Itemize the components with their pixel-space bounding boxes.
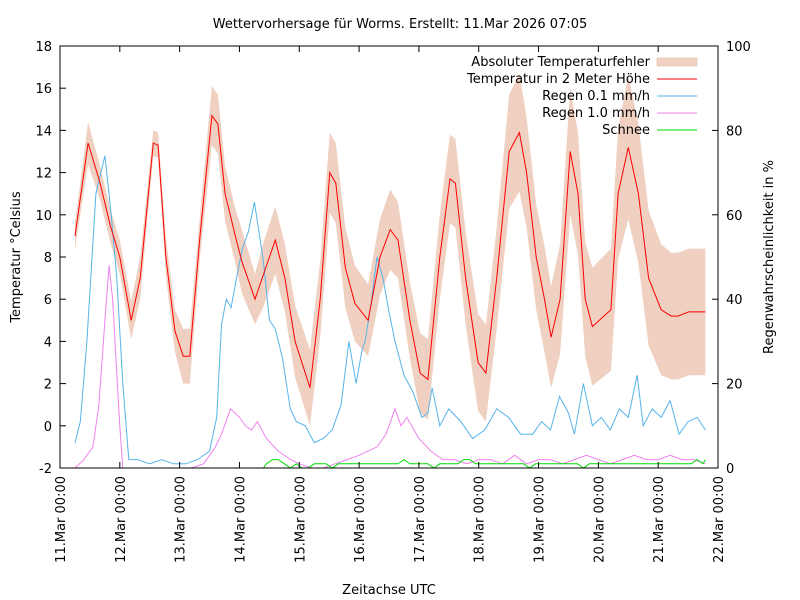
x-tick-label: 17.Mar 00:00 bbox=[413, 476, 428, 563]
y-tick-label: 18 bbox=[35, 40, 52, 55]
legend-swatch-band bbox=[656, 57, 698, 67]
x-tick-label: 18.Mar 00:00 bbox=[473, 476, 488, 563]
x-tick-label: 13.Mar 00:00 bbox=[174, 476, 189, 563]
snow-line bbox=[262, 458, 706, 469]
x-tick-label: 19.Mar 00:00 bbox=[533, 476, 548, 563]
x-axis: 11.Mar 00:00 12.Mar 00:00 13.Mar 00:00 14.M… bbox=[54, 46, 727, 563]
legend-label: Regen 1.0 mm/h bbox=[542, 106, 650, 121]
y-tick-label: 14 bbox=[35, 124, 52, 139]
legend-label: Absoluter Temperaturfehler bbox=[471, 55, 650, 70]
rain-01-line bbox=[74, 155, 706, 465]
y-tick-label: 10 bbox=[35, 209, 52, 224]
y-tick-label: 6 bbox=[44, 293, 52, 308]
y-tick-label: 8 bbox=[44, 251, 52, 266]
y2-tick-label: 40 bbox=[726, 293, 743, 308]
temperature-line bbox=[74, 114, 706, 388]
x-tick-label: 14.Mar 00:00 bbox=[233, 476, 248, 563]
y-axis-label: Temperatur °Celsius bbox=[9, 191, 24, 324]
y-tick-label: 2 bbox=[44, 378, 52, 393]
y-axis-right: 0 20 40 60 80 100 bbox=[712, 40, 751, 477]
legend: Absoluter Temperaturfehler Temperatur in … bbox=[466, 55, 698, 138]
error-band-layer bbox=[75, 73, 706, 426]
y2-tick-label: 100 bbox=[726, 40, 751, 55]
x-tick-label: 22.Mar 00:00 bbox=[712, 476, 727, 563]
y2-tick-label: 60 bbox=[726, 209, 743, 224]
x-tick-label: 20.Mar 00:00 bbox=[592, 476, 607, 563]
legend-label: Schnee bbox=[602, 123, 650, 138]
x-tick-label: 12.Mar 00:00 bbox=[114, 476, 129, 563]
legend-label: Regen 0.1 mm/h bbox=[542, 89, 650, 104]
chart-title: Wettervorhersage für Worms. Erstellt: 11… bbox=[213, 17, 588, 32]
x-tick-label: 16.Mar 00:00 bbox=[353, 476, 368, 563]
legend-label: Temperatur in 2 Meter Höhe bbox=[466, 72, 650, 87]
x-tick-label: 15.Mar 00:00 bbox=[293, 476, 308, 563]
x-axis-label: Zeitachse UTC bbox=[342, 583, 436, 598]
y2-tick-label: 0 bbox=[726, 462, 734, 477]
y2-axis-label: Regenwahrscheinlichkeit in % bbox=[762, 160, 777, 354]
y-axis-left: -2 0 2 4 6 8 10 12 14 16 18 bbox=[35, 40, 66, 477]
y-tick-label: 4 bbox=[44, 335, 52, 350]
y-tick-label: 0 bbox=[44, 420, 52, 435]
y-tick-label: 16 bbox=[35, 82, 52, 97]
temperature-error-band bbox=[75, 73, 706, 426]
x-tick-label: 21.Mar 00:00 bbox=[652, 476, 667, 563]
y2-tick-label: 80 bbox=[726, 124, 743, 139]
y2-tick-label: 20 bbox=[726, 378, 743, 393]
y-tick-label: -2 bbox=[39, 462, 52, 477]
x-tick-label: 11.Mar 00:00 bbox=[54, 476, 69, 563]
y-tick-label: 12 bbox=[35, 167, 52, 182]
